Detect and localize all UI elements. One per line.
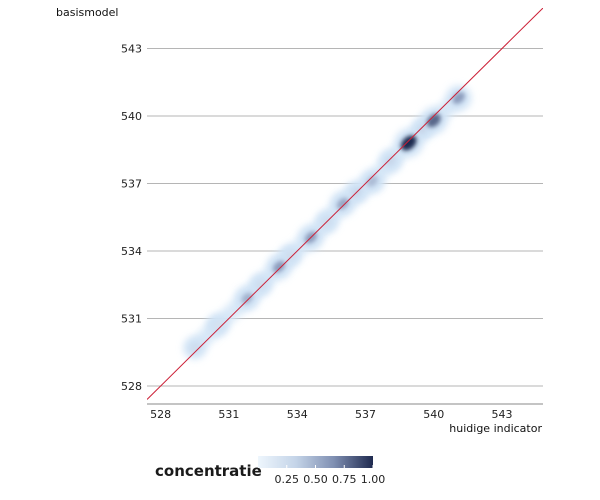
- density-point: [285, 251, 296, 260]
- x-tick-label: 543: [492, 408, 513, 421]
- reference-line: [147, 8, 543, 400]
- density-point: [426, 113, 441, 128]
- legend-tick-label: 0.50: [303, 473, 328, 486]
- legend-title: concentratie: [155, 462, 262, 480]
- legend-tick-label: 1.00: [361, 473, 386, 486]
- y-tick-label: 540: [121, 110, 142, 123]
- density-point: [385, 156, 396, 166]
- density-point: [417, 124, 428, 135]
- x-tick-label: 531: [218, 408, 239, 421]
- density-point: [272, 260, 286, 273]
- x-tick-labels: 528 531 534 537 540 543: [150, 408, 512, 421]
- legend-tick-label: 0.25: [275, 473, 300, 486]
- x-tick-label: 540: [423, 408, 444, 421]
- legend-tick-label: 0.75: [332, 473, 357, 486]
- y-tick-label: 537: [121, 178, 142, 191]
- density-point: [452, 92, 465, 104]
- y-tick-labels: 528 531 534 537 540 543: [121, 43, 142, 394]
- x-tick-label: 537: [355, 408, 376, 421]
- density-point: [256, 280, 266, 290]
- density-point: [336, 198, 349, 210]
- x-tick-label: 528: [150, 408, 171, 421]
- legend-ticks: 0.25 0.50 0.75 1.00: [275, 465, 386, 486]
- x-axis-title: huidige indicator: [449, 422, 542, 435]
- density-point: [400, 135, 417, 151]
- y-tick-label: 534: [121, 245, 142, 258]
- x-tick-label: 534: [287, 408, 308, 421]
- density-point: [241, 292, 253, 304]
- reference-line-group: [147, 8, 543, 400]
- y-tick-label: 531: [121, 313, 142, 326]
- legend: concentratie 0.25 0.50 0.75 1.00: [155, 456, 385, 486]
- y-axis-title: basismodel: [56, 6, 119, 19]
- y-tick-label: 543: [121, 43, 142, 56]
- y-tick-label: 528: [121, 380, 142, 393]
- density-point: [366, 175, 378, 187]
